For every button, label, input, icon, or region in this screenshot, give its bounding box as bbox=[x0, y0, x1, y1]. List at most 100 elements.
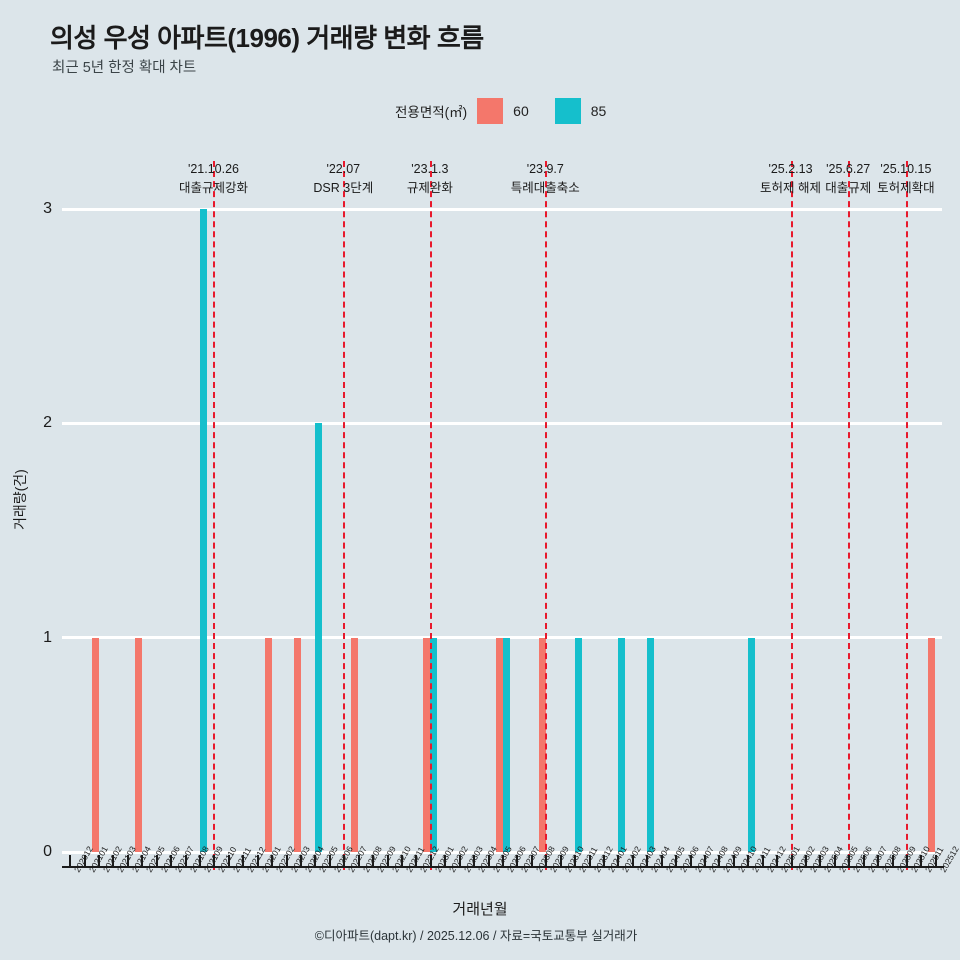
x-tick-202405 bbox=[660, 855, 663, 866]
x-tick-202508 bbox=[877, 855, 880, 866]
x-tick-202507 bbox=[862, 855, 865, 866]
annotation-202502: '25.2.13 토허제 해제 bbox=[760, 160, 821, 199]
x-tick-202504 bbox=[819, 855, 822, 866]
legend-title: 전용면적(㎡) bbox=[395, 105, 468, 120]
x-tick-202511 bbox=[920, 855, 923, 866]
x-tick-202104 bbox=[126, 855, 129, 866]
bar-60-202102[interactable] bbox=[91, 637, 99, 852]
bar-85-202306[interactable] bbox=[502, 637, 510, 852]
x-tick-202304 bbox=[473, 855, 476, 866]
x-tick-202401 bbox=[602, 855, 605, 866]
x-tick-202302 bbox=[444, 855, 447, 866]
x-tick-202208 bbox=[357, 855, 360, 866]
x-tick-202509 bbox=[891, 855, 894, 866]
y-tick-label-3: 3 bbox=[43, 200, 52, 217]
x-tick-202501 bbox=[776, 855, 779, 866]
annotation-date: '25.6.27 bbox=[826, 162, 871, 176]
bar-85-202109[interactable] bbox=[199, 209, 207, 852]
legend-swatch-85 bbox=[554, 98, 581, 124]
bar-60-202208[interactable] bbox=[351, 637, 359, 852]
event-line-202510 bbox=[905, 161, 908, 870]
x-tick-202203 bbox=[285, 855, 288, 866]
x-tick-202502 bbox=[790, 855, 793, 866]
x-tick-202309 bbox=[545, 855, 548, 866]
annotation-202301: '23.1.3 규제완화 bbox=[407, 160, 453, 199]
x-tick-202107 bbox=[170, 855, 173, 866]
legend-label-85: 85 bbox=[590, 103, 607, 119]
annotation-202510: '25.10.15 토허제확대 bbox=[877, 160, 935, 199]
x-tick-202201 bbox=[256, 855, 259, 866]
x-tick-202412 bbox=[761, 855, 764, 866]
annotation-202506: '25.6.27 대출규제 bbox=[825, 160, 871, 199]
x-tick-202108 bbox=[184, 855, 187, 866]
gridline-3 bbox=[62, 207, 942, 211]
x-tick-202311 bbox=[574, 855, 577, 866]
annotation-date: '22.07 bbox=[326, 162, 361, 176]
x-tick-202111 bbox=[227, 855, 230, 866]
annotation-text: 규제완화 bbox=[406, 181, 453, 196]
x-tick-202403 bbox=[631, 855, 634, 866]
x-tick-202306 bbox=[502, 855, 504, 866]
y-axis-title: 거래량(건) bbox=[12, 469, 28, 530]
legend-label-60: 60 bbox=[513, 103, 529, 119]
x-tick-202209 bbox=[372, 855, 375, 866]
page-subtitle: 최근 5년 한정 확대 차트 bbox=[52, 60, 197, 76]
gridline-2 bbox=[62, 421, 942, 425]
bar-60-202309[interactable] bbox=[538, 637, 546, 852]
bar-85-202411[interactable] bbox=[747, 637, 755, 852]
annotation-text: 대출규제강화 bbox=[178, 181, 248, 196]
x-tick-202312 bbox=[588, 855, 591, 866]
annotation-202110: '21.10.26 대출규제강화 bbox=[179, 160, 248, 199]
annotation-date: '21.10.26 bbox=[187, 162, 239, 176]
bar-85-202301[interactable] bbox=[430, 637, 438, 852]
x-tick-202512 bbox=[934, 855, 937, 866]
event-line-202207 bbox=[343, 161, 346, 870]
bar-60-202512[interactable] bbox=[928, 637, 936, 852]
x-tick-202112 bbox=[242, 855, 245, 866]
y-tick-label-1: 1 bbox=[43, 628, 52, 646]
gridline-1 bbox=[62, 636, 942, 640]
x-tick-202205 bbox=[314, 855, 317, 866]
x-tick-202103 bbox=[112, 855, 115, 866]
legend-item-85[interactable]: 85 bbox=[554, 98, 607, 124]
bar-85-202404[interactable] bbox=[646, 637, 654, 852]
x-tick-202404 bbox=[646, 855, 649, 866]
bar-60-202306[interactable] bbox=[495, 637, 503, 852]
x-tick-202408 bbox=[703, 855, 706, 866]
y-tick-label-0: 0 bbox=[43, 843, 52, 860]
x-axis-title: 거래년월 bbox=[452, 901, 508, 918]
x-tick-202102 bbox=[98, 855, 101, 866]
gridline-0 bbox=[62, 850, 942, 854]
x-tick-202109 bbox=[199, 855, 202, 866]
footer-credit: ©디아파트(dapt.kr) / 2025.12.06 / 자료=국토교통부 실… bbox=[314, 929, 638, 943]
bar-85-202402[interactable] bbox=[617, 637, 625, 852]
annotation-text: DSR 3단계 bbox=[313, 181, 374, 196]
legend-item-60[interactable]: 60 bbox=[477, 98, 555, 124]
x-tick-202407 bbox=[689, 855, 692, 866]
bar-60-202301[interactable] bbox=[423, 637, 431, 852]
x-tick-202206 bbox=[328, 855, 331, 866]
annotation-date: '25.2.13 bbox=[768, 162, 813, 176]
annotation-text: 토허제 해제 bbox=[760, 181, 822, 196]
bar-60-202202[interactable] bbox=[264, 637, 272, 852]
x-tick-202505 bbox=[833, 855, 836, 866]
bar-85-202205[interactable] bbox=[314, 423, 322, 852]
annotation-202309: '23.9.7 특례대출축소 bbox=[511, 160, 580, 199]
bar-60-202204[interactable] bbox=[293, 637, 301, 852]
x-tick-202012 bbox=[69, 855, 72, 866]
x-tick-202211 bbox=[401, 855, 404, 866]
y-tick-label-2: 2 bbox=[43, 414, 52, 432]
x-axis-line bbox=[62, 866, 944, 868]
plot-area: 0 1 2 3 bbox=[43, 161, 942, 870]
event-line-202110 bbox=[213, 161, 216, 870]
x-tick-202510 bbox=[905, 855, 908, 866]
bar-85-202311[interactable] bbox=[574, 637, 582, 852]
x-tick-202310 bbox=[559, 855, 562, 866]
x-tick-202406 bbox=[675, 855, 678, 866]
legend: 전용면적(㎡) 60 85 bbox=[395, 98, 606, 124]
x-tick-202105 bbox=[141, 855, 144, 866]
bar-60-202105[interactable] bbox=[134, 637, 142, 852]
event-line-202309 bbox=[545, 161, 548, 870]
annotation-text: 토허제확대 bbox=[877, 181, 935, 196]
